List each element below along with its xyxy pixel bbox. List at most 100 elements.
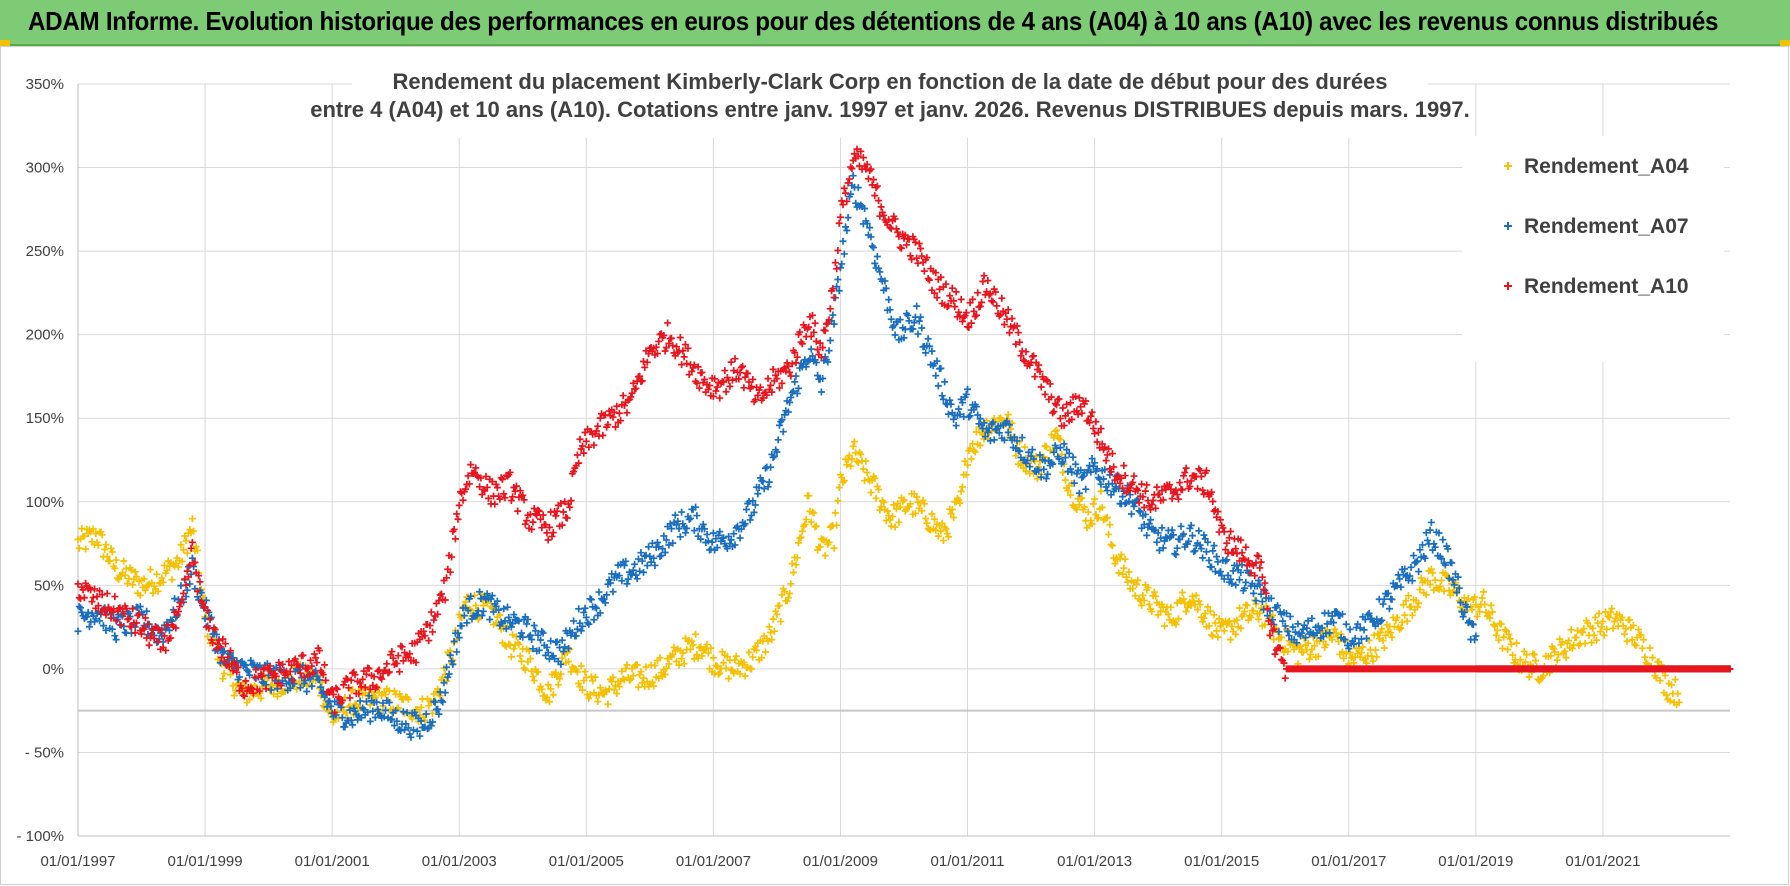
- data-point: [342, 675, 350, 683]
- data-point: [993, 302, 1001, 310]
- data-point: [1294, 620, 1302, 628]
- data-point: [505, 640, 513, 648]
- data-point: [500, 605, 508, 613]
- data-point: [365, 665, 373, 673]
- data-point: [1070, 479, 1078, 487]
- data-point: [1596, 628, 1604, 636]
- data-point: [1638, 644, 1646, 652]
- data-point: [374, 667, 382, 675]
- data-point: [1061, 454, 1069, 462]
- data-point: [553, 507, 561, 515]
- data-point: [1200, 531, 1208, 539]
- data-point: [272, 684, 280, 692]
- data-point: [933, 294, 941, 302]
- data-point: [1396, 575, 1404, 583]
- data-point: [979, 277, 987, 285]
- data-point: [219, 675, 227, 683]
- data-point: [1275, 628, 1283, 636]
- data-point: [704, 649, 712, 657]
- data-point: [662, 664, 670, 672]
- data-point: [1281, 622, 1289, 630]
- data-point: [121, 571, 129, 579]
- data-point: [539, 511, 547, 519]
- data-point: [158, 574, 166, 582]
- data-point: [669, 539, 677, 547]
- data-point: [1148, 501, 1156, 509]
- data-point: [124, 579, 132, 587]
- data-point: [1152, 592, 1160, 600]
- data-point: [1385, 605, 1393, 613]
- data-point: [638, 679, 646, 687]
- data-point: [1167, 603, 1175, 611]
- data-point: [1174, 615, 1182, 623]
- data-point: [1033, 466, 1041, 474]
- data-point: [455, 501, 463, 509]
- data-point: [191, 558, 199, 566]
- x-tick-label: 01/01/2011: [931, 853, 1005, 870]
- legend-label: Rendement_A10: [1524, 275, 1689, 298]
- data-point: [406, 650, 414, 658]
- data-point: [1255, 615, 1263, 623]
- data-point: [842, 223, 850, 231]
- data-point: [923, 254, 931, 262]
- data-point: [1430, 540, 1438, 548]
- data-point: [1471, 593, 1479, 601]
- data-point: [805, 323, 813, 331]
- data-point: [835, 483, 843, 491]
- data-point: [460, 612, 468, 620]
- data-point: [763, 391, 771, 399]
- data-point: [709, 392, 717, 400]
- data-point: [1652, 674, 1660, 682]
- data-point: [1069, 453, 1077, 461]
- data-point: [427, 722, 435, 730]
- data-point: [1173, 491, 1181, 499]
- data-point: [980, 419, 988, 427]
- data-point: [871, 192, 879, 200]
- data-point: [825, 316, 833, 324]
- data-point: [1270, 625, 1278, 633]
- data-point: [925, 276, 933, 284]
- data-point: [645, 543, 653, 551]
- data-point: [577, 627, 585, 635]
- data-point: [193, 546, 201, 554]
- data-point: [854, 458, 862, 466]
- data-point: [1396, 625, 1404, 633]
- data-point: [440, 679, 448, 687]
- data-point: [535, 646, 543, 654]
- data-point: [1227, 575, 1235, 583]
- data-point: [1233, 562, 1241, 570]
- data-point: [655, 674, 663, 682]
- data-point: [657, 552, 665, 560]
- data-point: [101, 545, 109, 553]
- data-point: [77, 595, 85, 603]
- data-point: [1421, 554, 1429, 562]
- data-point: [925, 342, 933, 350]
- data-point: [631, 560, 639, 568]
- data-point: [1473, 613, 1481, 620]
- data-point: [576, 435, 584, 443]
- data-point: [1188, 532, 1196, 540]
- data-point: [881, 277, 889, 285]
- data-point: [429, 718, 437, 726]
- data-point: [1012, 340, 1020, 348]
- y-axis: - 100%- 50%0%50%100%150%200%250%300%350%: [16, 76, 64, 845]
- data-point: [824, 358, 832, 366]
- data-point: [1274, 602, 1282, 610]
- data-point: [559, 647, 567, 655]
- data-point: [759, 478, 767, 486]
- data-point: [749, 653, 757, 661]
- data-point: [1220, 528, 1228, 536]
- data-point: [1050, 408, 1058, 416]
- data-point: [1495, 636, 1503, 644]
- data-point: [971, 312, 979, 320]
- data-point: [252, 666, 260, 674]
- data-point: [171, 595, 179, 603]
- data-point: [476, 483, 484, 491]
- data-point: [1532, 657, 1540, 665]
- data-point: [1487, 601, 1495, 609]
- data-point: [1055, 455, 1063, 463]
- data-point: [488, 592, 496, 600]
- data-point: [638, 557, 646, 565]
- data-point: [675, 661, 683, 669]
- data-point: [1121, 500, 1129, 508]
